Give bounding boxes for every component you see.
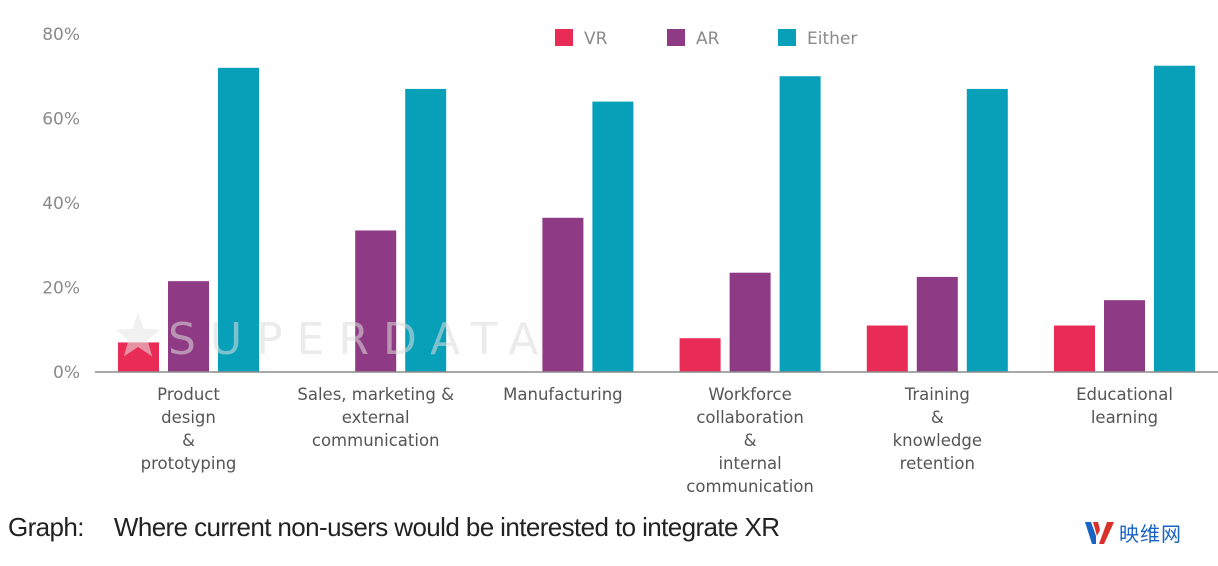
legend-label: Either [807, 29, 857, 49]
legend-swatch [667, 29, 685, 46]
chart-caption: Graph: Where current non-users would be i… [8, 512, 780, 543]
y-axis: 0% 20% 40% 60% 80% [42, 25, 80, 383]
x-category-label: Workforce collaboration & internal communica… [686, 385, 814, 496]
bar-vr [866, 325, 908, 372]
bar-ar [1104, 300, 1145, 372]
x-category-label: Sales, marketing & external communication [297, 385, 454, 450]
caption-text: Where current non-users would be interes… [113, 512, 780, 542]
y-tick-label: 60% [42, 110, 80, 130]
bar-group [679, 76, 821, 372]
legend-item-ar: AR [667, 29, 720, 49]
legend-label: AR [696, 29, 720, 49]
bar-vr [679, 338, 721, 372]
watermark-text: SUPERDATA [168, 314, 552, 365]
legend-item-vr: VR [555, 29, 608, 49]
watermark-overlay: SUPERDATA [115, 313, 552, 365]
y-tick-label: 20% [42, 279, 80, 299]
x-category-label: Training & knowledge retention [893, 385, 982, 473]
bar-ar [355, 230, 397, 372]
y-tick-label: 0% [53, 363, 80, 383]
bar-group [355, 88, 447, 373]
bars [118, 65, 1195, 373]
caption-prefix: Graph: [8, 512, 84, 542]
bar-either [218, 67, 259, 373]
bar-either [405, 88, 447, 373]
bar-group [866, 88, 1008, 373]
bar-vr [1054, 325, 1095, 372]
legend-label: VR [584, 29, 608, 49]
bar-group [118, 67, 259, 373]
bar-group [1054, 65, 1195, 372]
legend: VR AR Either [555, 29, 857, 49]
bar-group [542, 101, 634, 372]
bar-either [1154, 65, 1195, 372]
watermark-star-icon [115, 313, 161, 357]
x-category-label: Product design & prototyping [141, 385, 237, 473]
legend-item-either: Either [778, 29, 857, 49]
bar-vr [118, 342, 159, 372]
bar-ar [729, 272, 771, 372]
bar-ar [542, 217, 584, 372]
yivian-logo-icon [1085, 521, 1114, 544]
x-category-label: Educational learning [1076, 385, 1173, 427]
x-axis-labels: Product design & prototyping Sales, marketin… [141, 385, 1173, 496]
bar-either [592, 101, 634, 372]
bar-ar [168, 281, 209, 372]
y-tick-label: 40% [42, 194, 80, 214]
bar-ar [916, 276, 958, 372]
bar-either [779, 76, 821, 372]
x-category-label: Manufacturing [503, 385, 622, 404]
bar-chart: 0% 20% 40% 60% 80% SUPERDATA Product design & p… [42, 25, 1218, 496]
bar-either [966, 88, 1008, 373]
brand: 映维网 [1085, 518, 1182, 547]
legend-swatch [778, 29, 796, 46]
legend-swatch [555, 29, 573, 46]
y-tick-label: 80% [42, 25, 80, 45]
brand-name: 映维网 [1119, 522, 1182, 546]
